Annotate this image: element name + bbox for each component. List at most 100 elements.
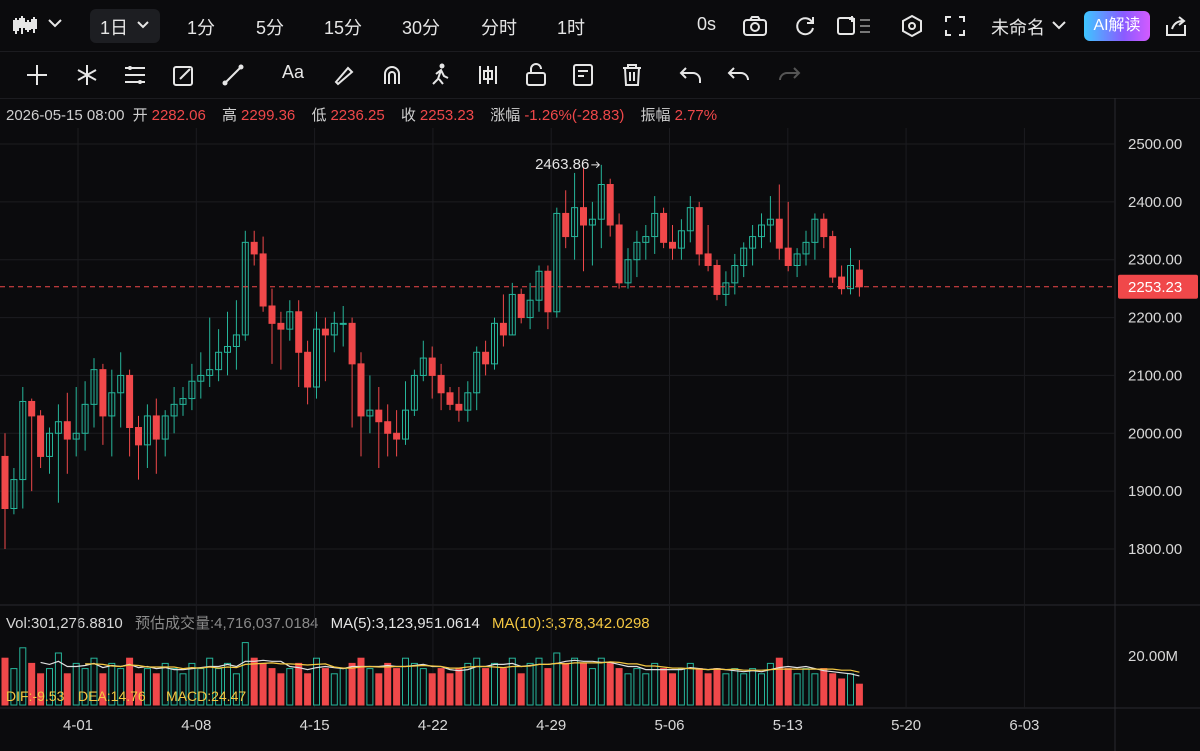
volume-bar (482, 668, 490, 706)
fullscreen-icon[interactable] (943, 14, 967, 43)
candle-body (357, 363, 365, 417)
candle-body (46, 432, 53, 457)
layout-name[interactable]: 未命名 (991, 18, 1045, 38)
volume-bar (37, 673, 45, 706)
chevron-down-icon[interactable] (136, 18, 150, 36)
magnet-icon[interactable] (379, 62, 405, 88)
volume-bar (695, 668, 703, 706)
low-value: 2236.25 (330, 107, 385, 124)
bars-icon[interactable] (475, 62, 501, 88)
candle-body (179, 398, 187, 405)
volume-bar (544, 668, 552, 706)
volume-bar (517, 673, 525, 706)
person-run-icon[interactable] (427, 62, 453, 88)
volume-bar (428, 673, 436, 706)
period-timeshare[interactable]: 分时 (481, 18, 517, 38)
ruler-icon[interactable] (220, 62, 246, 88)
y-tick-label: 2500.00 (1128, 136, 1182, 153)
volume-bar (330, 673, 338, 706)
edit-list-icon[interactable] (571, 62, 597, 88)
refresh-icon[interactable] (792, 14, 818, 43)
volume-bar (686, 662, 694, 706)
volume-bar (802, 668, 810, 706)
candle-body (90, 369, 98, 405)
parallel-lines-icon[interactable] (122, 62, 148, 88)
candle-body (402, 409, 409, 440)
candle-body (740, 247, 748, 266)
period-15m[interactable]: 15分 (324, 18, 363, 38)
volume-bar (838, 678, 846, 706)
crosshair-icon[interactable] (24, 62, 50, 88)
period-5m[interactable]: 5分 (256, 18, 285, 38)
candle-body (758, 224, 765, 238)
candle-body (304, 351, 312, 388)
period-30m[interactable]: 30分 (402, 18, 441, 38)
volume-bar (117, 668, 125, 706)
star-line-icon[interactable] (74, 62, 100, 88)
y-tick-label: 2300.00 (1128, 252, 1182, 269)
lock-icon[interactable] (523, 62, 549, 88)
y-tick-label: 2000.00 (1128, 425, 1182, 442)
redo-icon[interactable] (776, 62, 802, 88)
candle-body (677, 230, 685, 249)
volume-bar (304, 673, 312, 706)
settings-hex-icon[interactable] (900, 14, 924, 43)
volume-bar (357, 657, 365, 706)
volume-bar (553, 652, 561, 706)
candle-body (535, 270, 543, 301)
add-indicator-icon[interactable] (836, 14, 880, 43)
candlestick-chart-icon[interactable] (12, 14, 38, 43)
candle-body (277, 322, 285, 330)
volume-bar (384, 662, 392, 706)
text-icon[interactable]: Aa (282, 62, 305, 82)
volume-bar (580, 662, 587, 706)
volume-bar (215, 668, 223, 706)
volume-ma-line (40, 659, 860, 677)
candle-body (544, 270, 552, 313)
candle-body (419, 357, 427, 376)
candle-body (473, 351, 481, 394)
period-1h[interactable]: 1时 (557, 18, 586, 38)
candle-body (642, 236, 650, 243)
candle-body (499, 322, 507, 336)
undo-alt-icon[interactable] (726, 62, 752, 88)
chevron-down-icon[interactable] (1051, 18, 1067, 36)
chevron-down-icon[interactable] (46, 16, 64, 35)
volume-bar (126, 657, 134, 706)
camera-icon[interactable] (742, 14, 768, 43)
candle-body (330, 322, 338, 336)
close-value: 2253.23 (419, 107, 475, 124)
candle-body (446, 392, 454, 405)
candle-body (37, 415, 45, 457)
candle-body (508, 293, 516, 336)
highlighter-icon[interactable] (330, 62, 356, 88)
ai-interpret-button[interactable]: AI解读 (1084, 11, 1150, 41)
period-1m[interactable]: 1分 (187, 18, 216, 38)
volume-bar (366, 668, 374, 706)
volume-bar (375, 673, 383, 706)
period-1d[interactable]: 1日 (100, 18, 129, 38)
trash-icon[interactable] (619, 62, 645, 88)
x-tick-label: 4-22 (418, 717, 448, 734)
volume-bar (811, 673, 819, 706)
close-label: 收 (400, 107, 416, 124)
candle-body (295, 311, 303, 353)
volume-bar (393, 668, 401, 706)
volume-bar (241, 642, 249, 706)
volume-bar (571, 657, 579, 706)
candle-body (491, 322, 498, 365)
candle-body (224, 346, 231, 353)
share-icon[interactable] (1163, 13, 1189, 44)
candle-body (161, 415, 169, 440)
volume-bar (54, 652, 62, 706)
macd-value: MACD:24.47 (166, 688, 246, 704)
undo-icon[interactable] (678, 62, 704, 88)
candle-body (321, 328, 329, 336)
volume-bar (473, 657, 481, 706)
candle-body (63, 421, 71, 440)
volume-bar (446, 673, 454, 706)
y-tick-label: 1900.00 (1128, 483, 1182, 500)
drawing-toolbar: Aa (0, 52, 1200, 99)
pencil-box-icon[interactable] (171, 62, 197, 88)
volume-bar (206, 657, 214, 706)
